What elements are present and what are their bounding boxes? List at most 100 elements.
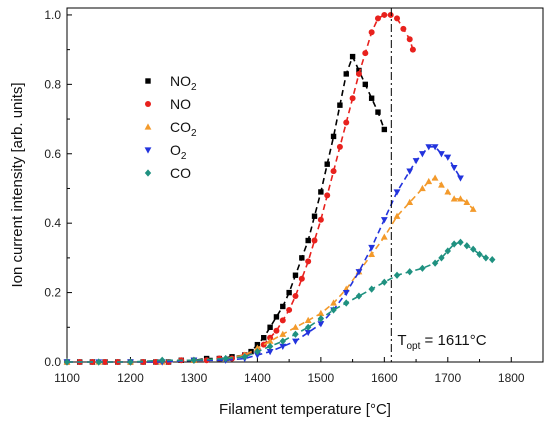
y-tick-label: 0.0 bbox=[44, 355, 61, 369]
data-point-co bbox=[482, 254, 490, 262]
data-point-o2 bbox=[450, 165, 458, 172]
data-point-co2 bbox=[406, 198, 414, 205]
data-point-o2 bbox=[304, 329, 312, 337]
data-point-co2 bbox=[304, 316, 312, 323]
legend-marker-co2 bbox=[144, 123, 152, 130]
legend-label-no: NO bbox=[170, 96, 191, 112]
data-point-co bbox=[476, 250, 483, 259]
data-point-o2 bbox=[393, 189, 401, 196]
legend-label-co: CO bbox=[170, 165, 191, 181]
data-point-no bbox=[387, 11, 394, 18]
series-layer bbox=[63, 11, 496, 366]
data-point-no bbox=[260, 341, 267, 348]
data-point-no bbox=[292, 293, 299, 300]
data-point-co bbox=[317, 315, 325, 323]
data-point-o2 bbox=[292, 338, 299, 345]
x-axis-title: Filament temperature [°C] bbox=[219, 401, 391, 418]
data-point-co bbox=[469, 245, 477, 253]
data-point-o2 bbox=[457, 175, 464, 182]
data-point-co2 bbox=[431, 174, 439, 181]
data-point-co bbox=[222, 354, 229, 363]
data-point-co bbox=[457, 238, 464, 246]
annotation-layer: Topt = 1611°C bbox=[390, 8, 487, 362]
data-point-no2 bbox=[311, 213, 318, 219]
series-no bbox=[64, 11, 416, 365]
data-point-no bbox=[330, 168, 337, 175]
data-point-no2 bbox=[273, 314, 280, 320]
series-line-no2 bbox=[67, 54, 386, 363]
y-tick-label: 1.0 bbox=[44, 8, 61, 22]
data-point-co bbox=[431, 259, 439, 267]
data-point-no bbox=[311, 237, 318, 244]
data-point-co bbox=[444, 247, 451, 255]
data-point-o2 bbox=[266, 348, 274, 356]
data-point-co2 bbox=[469, 205, 477, 212]
data-point-co bbox=[393, 271, 401, 279]
data-point-co bbox=[63, 358, 71, 366]
data-point-no2 bbox=[356, 67, 362, 74]
data-point-o2 bbox=[368, 244, 376, 252]
x-tick-label: 1700 bbox=[434, 371, 461, 385]
data-point-no bbox=[286, 306, 293, 313]
data-point-no2 bbox=[305, 237, 311, 244]
data-point-no2 bbox=[343, 71, 349, 77]
legend: NO2 NO CO2 O2 CO bbox=[144, 73, 197, 181]
data-point-no2 bbox=[286, 289, 292, 296]
legend-label-o2: O2 bbox=[170, 142, 187, 162]
data-point-co2 bbox=[457, 195, 464, 202]
x-tick-label: 1100 bbox=[54, 371, 80, 385]
legend-label-no2: NO2 bbox=[170, 73, 197, 93]
data-point-no bbox=[305, 258, 312, 265]
data-point-co bbox=[406, 268, 413, 276]
data-point-no bbox=[362, 50, 369, 57]
data-point-co bbox=[343, 299, 350, 307]
data-point-no bbox=[317, 216, 324, 223]
y-tick-label: 0.2 bbox=[44, 286, 61, 300]
data-point-no2 bbox=[324, 161, 330, 167]
data-point-no bbox=[349, 95, 356, 102]
legend-item-no: NO bbox=[145, 96, 191, 112]
data-point-no bbox=[140, 359, 147, 365]
data-point-co2 bbox=[380, 233, 388, 240]
x-tick-label: 1600 bbox=[371, 371, 398, 385]
data-point-co bbox=[463, 242, 471, 250]
data-point-o2 bbox=[444, 154, 452, 161]
data-point-no2 bbox=[318, 189, 324, 195]
x-tick-label: 1800 bbox=[498, 371, 525, 385]
legend-label-co2: CO2 bbox=[170, 119, 197, 139]
data-point-no bbox=[400, 25, 407, 32]
data-point-no bbox=[102, 359, 109, 365]
data-point-co bbox=[241, 353, 248, 361]
data-point-co bbox=[330, 306, 337, 314]
data-point-co2 bbox=[450, 195, 458, 202]
data-point-co2 bbox=[266, 337, 274, 344]
data-point-no bbox=[409, 46, 416, 53]
data-point-no2 bbox=[381, 126, 388, 133]
data-point-no2 bbox=[337, 102, 343, 108]
data-point-no2 bbox=[267, 324, 273, 330]
data-point-co bbox=[368, 285, 375, 293]
data-point-co bbox=[419, 264, 426, 272]
data-point-o2 bbox=[355, 269, 363, 276]
data-point-co bbox=[381, 278, 388, 286]
data-point-o2 bbox=[254, 352, 261, 359]
x-tick-label: 1500 bbox=[308, 371, 335, 385]
data-point-co2 bbox=[292, 323, 299, 330]
data-point-no bbox=[298, 275, 305, 282]
data-point-co bbox=[190, 356, 198, 364]
legend-marker-no bbox=[145, 101, 151, 107]
series-co bbox=[63, 238, 496, 366]
data-point-co2 bbox=[317, 309, 325, 317]
y-axis-title: Ion current intensity [arb. units] bbox=[9, 82, 26, 287]
data-point-co2 bbox=[438, 181, 445, 188]
data-point-no bbox=[273, 327, 280, 334]
data-point-co bbox=[127, 358, 134, 366]
y-tick-label: 0.4 bbox=[44, 216, 61, 230]
data-point-no2 bbox=[375, 109, 381, 115]
data-point-co bbox=[159, 356, 166, 364]
x-axis-ticks: 1100 1200 1300 1400 1500 1600 1700 1800 bbox=[54, 357, 525, 385]
data-point-o2 bbox=[380, 217, 388, 224]
x-tick-label: 1200 bbox=[117, 371, 144, 385]
data-point-o2 bbox=[342, 289, 350, 297]
series-line-o2 bbox=[67, 146, 462, 363]
